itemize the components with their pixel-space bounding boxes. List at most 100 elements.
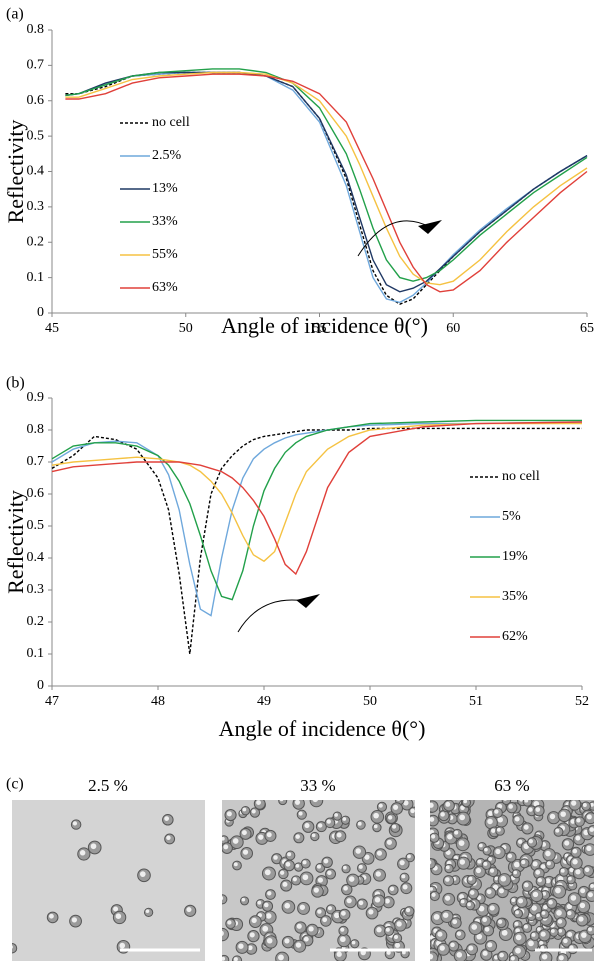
cell-highlight: [515, 934, 522, 941]
y-tick-label: 0.5: [27, 518, 45, 533]
cell-highlight: [368, 909, 374, 915]
cell-highlight: [575, 835, 581, 841]
cell-highlight: [532, 861, 538, 867]
cell-highlight: [478, 843, 483, 848]
y-tick-label: 0.3: [27, 199, 45, 214]
cell-highlight: [262, 925, 269, 932]
cell-highlight: [12, 945, 13, 949]
cell-highlight: [304, 822, 310, 829]
cell-highlight: [373, 824, 378, 829]
cell-highlight: [501, 929, 508, 936]
cell-highlight: [458, 840, 465, 846]
cell-highlight: [495, 848, 501, 855]
cell-highlight: [326, 819, 331, 824]
cell-highlight: [242, 849, 249, 855]
cell-highlight: [456, 931, 462, 936]
cell-highlight: [386, 839, 392, 845]
cell-highlight: [537, 927, 541, 931]
cell-highlight: [256, 800, 261, 806]
cell-highlight: [524, 800, 529, 803]
image-caption: 33 %: [300, 776, 335, 795]
cell-highlight: [343, 885, 348, 891]
cell-highlight: [402, 950, 406, 955]
cell-highlight: [500, 875, 507, 882]
cell-highlight: [570, 819, 576, 824]
cell-highlight: [442, 912, 449, 918]
cell-highlight: [459, 859, 466, 865]
micrograph-bg: [12, 800, 205, 961]
cell-highlight: [257, 900, 262, 905]
cell-highlight: [241, 897, 246, 902]
x-tick-label: 52: [575, 694, 589, 709]
cell-highlight: [279, 800, 284, 802]
cell-highlight: [445, 877, 450, 882]
cell-highlight: [71, 917, 78, 923]
cell-highlight: [308, 926, 314, 932]
cell-highlight: [489, 905, 495, 911]
cell-highlight: [317, 823, 323, 828]
cell-highlight: [241, 830, 247, 836]
cell-highlight: [536, 913, 540, 918]
cell-highlight: [511, 898, 516, 903]
y-tick-label: 0.5: [27, 128, 45, 143]
cell-highlight: [572, 848, 578, 854]
cell-highlight: [232, 838, 239, 844]
cell-highlight: [287, 852, 292, 857]
cell-highlight: [336, 832, 342, 838]
cell-highlight: [392, 824, 397, 829]
cell-highlight: [222, 930, 224, 936]
cell-highlight: [396, 800, 401, 801]
cell-highlight: [340, 910, 346, 916]
cell-highlight: [430, 802, 434, 808]
cell-highlight: [313, 887, 319, 893]
cell-highlight: [540, 864, 546, 869]
cell-highlight: [280, 870, 285, 875]
cell-highlight: [355, 848, 362, 854]
cell-highlight: [528, 839, 533, 844]
cell-highlight: [549, 813, 556, 820]
cell-highlight: [410, 808, 415, 814]
cell-highlight: [374, 897, 381, 903]
x-tick-label: 45: [45, 321, 59, 336]
cell-highlight: [567, 932, 573, 937]
cell-highlight: [348, 876, 355, 882]
cell-highlight: [584, 867, 590, 873]
cell-highlight: [292, 877, 297, 882]
cell-highlight: [437, 931, 443, 937]
cell-highlight: [460, 899, 465, 904]
cell-highlight: [284, 902, 291, 909]
cell-highlight: [145, 909, 150, 914]
cell-highlight: [340, 936, 346, 943]
cell-highlight: [468, 945, 474, 951]
cell-highlight: [433, 913, 440, 920]
cell: [222, 927, 229, 942]
x-axis-label: Angle of incidence θ(°): [219, 716, 426, 741]
cell-highlight: [327, 870, 332, 876]
cell-highlight: [265, 913, 272, 919]
cell-highlight: [119, 942, 126, 949]
legend-label: 55%: [152, 247, 178, 262]
cell: [278, 800, 288, 806]
cell-highlight: [257, 913, 263, 918]
cell-highlight: [486, 889, 492, 895]
cell-highlight: [186, 907, 192, 913]
x-tick-label: 50: [179, 321, 193, 336]
y-tick-label: 0.1: [27, 270, 45, 285]
cell-highlight: [375, 871, 381, 877]
cell-highlight: [49, 913, 54, 919]
x-tick-label: 50: [363, 694, 377, 709]
cell-highlight: [568, 876, 572, 881]
cell-highlight: [579, 902, 586, 909]
cell: [430, 857, 436, 870]
cell-highlight: [539, 940, 544, 945]
cell-highlight: [560, 868, 565, 873]
cell-highlight: [430, 816, 435, 822]
cell-highlight: [499, 952, 504, 958]
cell-highlight: [296, 923, 302, 929]
legend-label: 63%: [152, 280, 178, 295]
cell-highlight: [251, 917, 257, 924]
cell-highlight: [468, 876, 473, 881]
cell-highlight: [556, 910, 562, 916]
cell-highlight: [295, 863, 300, 868]
